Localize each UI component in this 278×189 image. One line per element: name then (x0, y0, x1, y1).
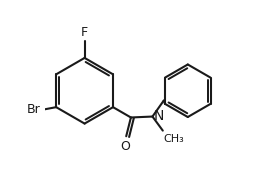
Text: Br: Br (26, 104, 40, 116)
Text: N: N (153, 109, 164, 123)
Text: F: F (81, 26, 88, 39)
Text: O: O (120, 140, 130, 153)
Text: CH₃: CH₃ (164, 134, 185, 144)
